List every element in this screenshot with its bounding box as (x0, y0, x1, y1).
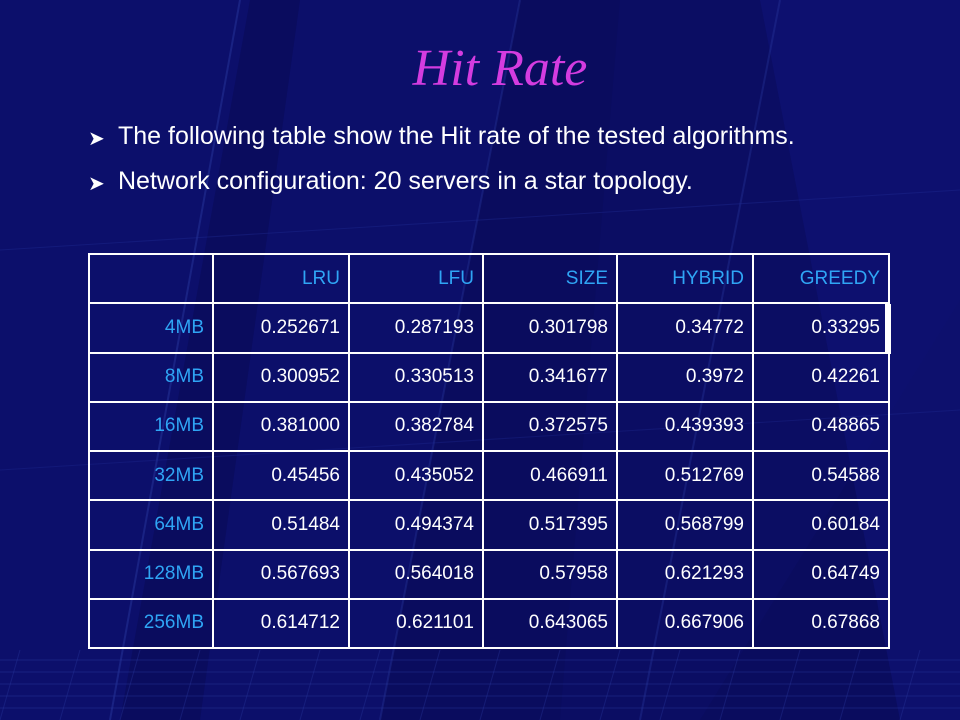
table-cell: 0.300952 (212, 351, 350, 403)
table-cell: 0.330513 (348, 351, 484, 403)
table-cell: 0.252671 (212, 302, 350, 354)
row-header: 256MB (88, 597, 214, 650)
table-edge-marker (885, 304, 891, 354)
table-cell: 0.48865 (752, 400, 890, 453)
row-header: 128MB (88, 548, 214, 600)
bullet-item: ➤ The following table show the Hit rate … (88, 120, 908, 153)
table-cell: 0.287193 (348, 302, 484, 354)
table-cell: 0.466911 (482, 449, 618, 502)
table-cell: 0.372575 (482, 400, 618, 453)
bullet-item: ➤ Network configuration: 20 servers in a… (88, 165, 908, 198)
table-cell: 0.42261 (752, 351, 890, 403)
table-cell: 0.67868 (752, 597, 890, 650)
table-row: 16MB 0.381000 0.382784 0.372575 0.439393… (88, 400, 890, 453)
table-cell: 0.33295 (752, 302, 890, 354)
table-corner-cell (88, 252, 214, 305)
table-cell: 0.667906 (616, 597, 754, 650)
bullet-text: The following table show the Hit rate of… (118, 122, 795, 150)
table-cell: 0.3972 (616, 351, 754, 403)
table-cell: 0.621101 (348, 597, 484, 650)
table-cell: 0.34772 (616, 302, 754, 354)
table-row: 256MB 0.614712 0.621101 0.643065 0.66790… (88, 597, 890, 650)
table-cell: 0.341677 (482, 351, 618, 403)
table-cell: 0.64749 (752, 548, 890, 600)
arrow-bullet-icon: ➤ (88, 128, 105, 150)
table-row: 64MB 0.51484 0.494374 0.517395 0.568799 … (88, 499, 890, 551)
row-header: 64MB (88, 499, 214, 551)
table-cell: 0.381000 (212, 400, 350, 453)
table-cell: 0.568799 (616, 499, 754, 551)
slide-title: Hit Rate (412, 40, 588, 97)
table-cell: 0.621293 (616, 548, 754, 600)
table-cell: 0.564018 (348, 548, 484, 600)
arrow-bullet-icon: ➤ (88, 173, 105, 195)
table-cell: 0.45456 (212, 449, 350, 502)
table-row: 4MB 0.252671 0.287193 0.301798 0.34772 0… (88, 302, 890, 354)
table-cell: 0.60184 (752, 499, 890, 551)
table-header-row: LRU LFU SIZE HYBRID GREEDY (88, 252, 890, 305)
row-header: 4MB (88, 302, 214, 354)
table-cell: 0.439393 (616, 400, 754, 453)
table-cell: 0.54588 (752, 449, 890, 502)
table-cell: 0.435052 (348, 449, 484, 502)
table-cell: 0.494374 (348, 499, 484, 551)
bullet-list: ➤ The following table show the Hit rate … (88, 120, 908, 210)
column-header-hybrid: HYBRID (616, 252, 754, 305)
bullet-text: Network configuration: 20 servers in a s… (118, 167, 693, 195)
column-header-size: SIZE (482, 252, 618, 305)
column-header-greedy: GREEDY (752, 252, 890, 305)
table-row: 32MB 0.45456 0.435052 0.466911 0.512769 … (88, 449, 890, 502)
table-cell: 0.614712 (212, 597, 350, 650)
table-row: 8MB 0.300952 0.330513 0.341677 0.3972 0.… (88, 351, 890, 403)
table-cell: 0.301798 (482, 302, 618, 354)
table-cell: 0.57958 (482, 548, 618, 600)
table-cell: 0.382784 (348, 400, 484, 453)
table-cell: 0.567693 (212, 548, 350, 600)
table-cell: 0.512769 (616, 449, 754, 502)
row-header: 32MB (88, 449, 214, 502)
column-header-lru: LRU (212, 252, 350, 305)
table-cell: 0.51484 (212, 499, 350, 551)
table-row: 128MB 0.567693 0.564018 0.57958 0.621293… (88, 548, 890, 600)
row-header: 16MB (88, 400, 214, 453)
table-cell: 0.643065 (482, 597, 618, 650)
table-cell: 0.517395 (482, 499, 618, 551)
column-header-lfu: LFU (348, 252, 484, 305)
hit-rate-table: LRU LFU SIZE HYBRID GREEDY 4MB 0.252671 … (88, 252, 890, 650)
row-header: 8MB (88, 351, 214, 403)
